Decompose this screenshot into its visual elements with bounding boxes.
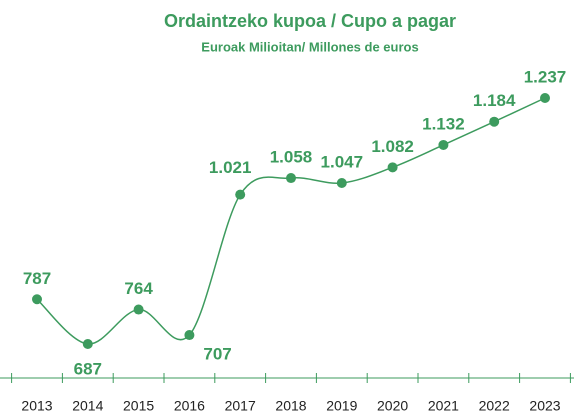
value-label: 1.184 (473, 91, 516, 110)
x-tick-label: 2021 (428, 398, 459, 414)
chart-subtitle: Euroak Milioitan/ Millones de euros (201, 39, 418, 54)
value-label: 787 (23, 269, 51, 288)
value-label: 1.021 (209, 158, 252, 177)
value-label: 707 (203, 345, 231, 364)
point (387, 162, 398, 173)
x-tick-label: 2014 (72, 398, 103, 414)
point (82, 339, 93, 349)
point (336, 177, 347, 188)
x-tick-label: 2013 (21, 398, 52, 414)
value-label: 687 (74, 359, 102, 378)
point (235, 189, 246, 200)
x-tick-label: 2019 (326, 398, 357, 414)
value-label: 1.047 (321, 152, 364, 171)
x-tick-label: 2020 (377, 398, 408, 414)
x-tick-label: 2017 (225, 398, 256, 414)
chart-title: Ordaintzeko kupoa / Cupo a pagar (164, 11, 456, 31)
point (438, 139, 449, 150)
value-label: 764 (124, 279, 153, 298)
point (286, 173, 296, 184)
point (184, 330, 195, 341)
value-label: 1.082 (371, 137, 414, 156)
value-label: 1.237 (524, 67, 567, 86)
x-tick-label: 2018 (275, 398, 306, 414)
line (36, 97, 546, 345)
point (489, 116, 500, 127)
x-tick-label: 2023 (529, 398, 560, 414)
x-tick-label: 2016 (174, 398, 205, 414)
point (540, 93, 550, 103)
x-tick-label: 2022 (479, 398, 510, 414)
value-label: 1.058 (270, 148, 313, 167)
point (32, 294, 42, 305)
x-tick-label: 2015 (123, 398, 154, 414)
value-label: 1.132 (422, 114, 465, 133)
point (133, 304, 144, 315)
